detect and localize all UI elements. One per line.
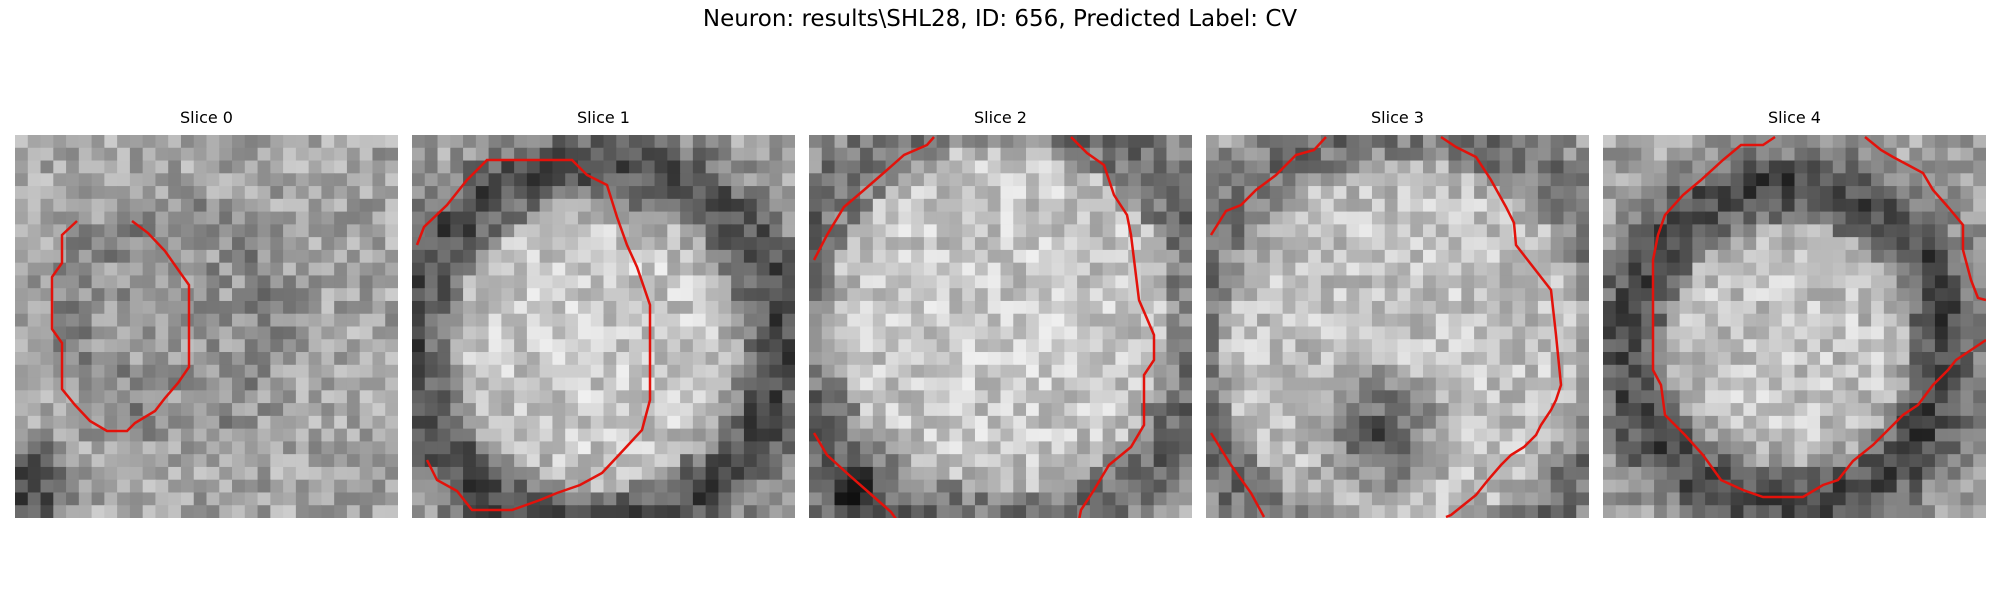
slice-image-0 — [15, 135, 398, 518]
segmentation-contour — [1651, 135, 1986, 499]
slice-image-1 — [412, 135, 795, 518]
segmentation-contour — [1209, 432, 1266, 518]
slice-image-2 — [809, 135, 1192, 518]
slice-title: Slice 4 — [1768, 108, 1821, 127]
segmentation-contour — [1440, 135, 1563, 518]
slice-title: Slice 0 — [180, 108, 233, 127]
segmentation-contour — [812, 432, 897, 518]
slice-title: Slice 1 — [577, 108, 630, 127]
segmentation-contour — [1070, 136, 1156, 518]
slice-image-3 — [1206, 135, 1589, 518]
grayscale-image — [809, 135, 1192, 518]
slice-title: Slice 2 — [974, 108, 1027, 127]
segmentation-contour — [415, 158, 652, 512]
grayscale-image — [15, 135, 398, 518]
grayscale-image — [1603, 135, 1986, 518]
grayscale-image — [412, 135, 795, 518]
segmentation-contour — [1209, 136, 1327, 236]
grayscale-image — [1206, 135, 1589, 518]
segmentation-contour — [50, 220, 191, 433]
slice-title: Slice 3 — [1371, 108, 1424, 127]
segmentation-contour — [1864, 136, 1986, 302]
figure-title: Neuron: results\SHL28, ID: 656, Predicte… — [702, 6, 1298, 32]
slice-image-4 — [1603, 135, 1986, 518]
segmentation-contour — [812, 136, 935, 261]
